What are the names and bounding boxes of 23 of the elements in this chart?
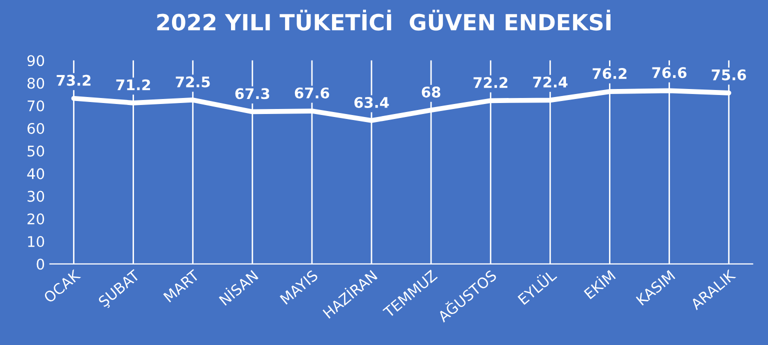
y-tick-label: 40 (27, 168, 44, 180)
data-label: 63.4 (354, 96, 389, 108)
y-tick-label: 30 (28, 190, 44, 202)
data-label: 71.2 (116, 79, 150, 90)
y-tick-label: 90 (27, 55, 44, 66)
y-tick-label: 10 (28, 236, 44, 248)
data-label: 75.6 (712, 69, 746, 80)
y-tick-label: 20 (28, 213, 44, 224)
data-label: 76.2 (592, 68, 626, 80)
data-label: 72.5 (176, 76, 210, 88)
data-label: 67.6 (294, 87, 330, 98)
data-label: 73.2 (56, 74, 90, 86)
y-tick-label: 0 (36, 258, 44, 270)
y-tick-label: 50 (28, 146, 44, 157)
data-label: 68 (422, 86, 440, 98)
data-label: 72.4 (533, 76, 568, 88)
y-tick-label: 80 (27, 78, 44, 89)
data-label: 72.2 (474, 77, 508, 88)
data-label: 67.3 (235, 88, 270, 100)
y-tick-label: 60 (28, 122, 44, 134)
data-label: 76.6 (652, 67, 686, 78)
chart-title: 2022 YILI TÜKETİCİ GÜVEN ENDEKSİ (157, 10, 610, 31)
y-tick-label: 70 (28, 100, 44, 112)
